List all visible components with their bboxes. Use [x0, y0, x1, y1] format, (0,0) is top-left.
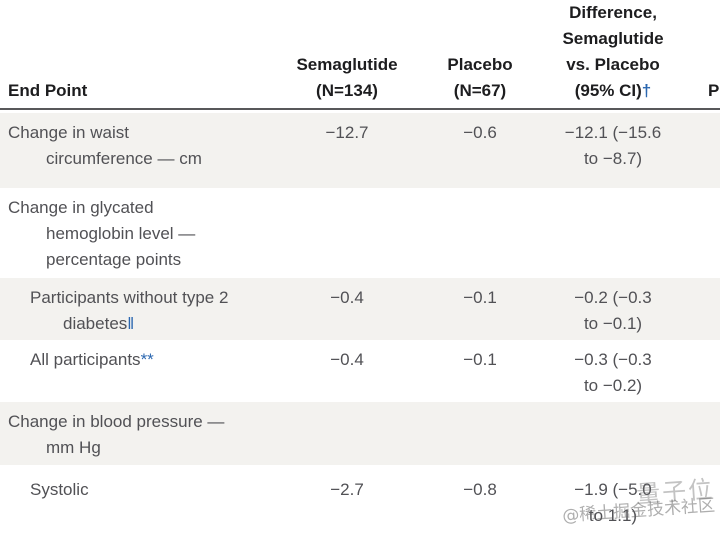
table-row: Systolic −2.7 −0.8 −1.9 (−5.0 to 1.1): [0, 465, 720, 531]
semaglutide-value: −2.7: [330, 480, 364, 499]
difference-value: −12.1 (−15.6 to −8.7): [564, 123, 662, 168]
pvalue-cell: [680, 340, 720, 402]
header-pvalue: P: [708, 81, 720, 100]
difference-value: [546, 402, 680, 465]
table-row: Participants without type 2 diabetes‖ −0…: [0, 278, 720, 340]
pvalue-cell: [680, 465, 720, 531]
difference-value: −1.9 (−5.0 to 1.1): [574, 480, 652, 525]
difference-value: −0.2 (−0.3 to −0.1): [574, 288, 652, 333]
semaglutide-value: [280, 188, 414, 278]
difference-value: −0.3 (−0.3 to −0.2): [574, 350, 652, 395]
table-row: Change in waist circumference — cm −12.7…: [0, 113, 720, 188]
table-row: Change in glycated hemoglobin level — pe…: [0, 188, 720, 278]
endpoint-cell: All participants**: [30, 350, 154, 369]
endpoint-cell: Systolic: [30, 480, 89, 499]
table-header: End Point Semaglutide (N=134) Placebo (N…: [0, 0, 720, 110]
header-endpoint-label: End Point: [8, 81, 88, 100]
pvalue-cell: [680, 402, 720, 465]
pvalue-cell: [680, 278, 720, 340]
header-semaglutide: Semaglutide (N=134): [296, 55, 398, 100]
semaglutide-value: [280, 402, 414, 465]
table-row: Change in blood pressure — mm Hg: [0, 402, 720, 465]
header-endpoint: End Point: [0, 78, 280, 110]
footnote-mark-double-bar: ‖: [127, 314, 135, 333]
dagger-footnote-mark: †: [641, 81, 652, 100]
placebo-value: [414, 188, 546, 278]
placebo-value: −0.8: [463, 480, 497, 499]
placebo-value: −0.6: [463, 123, 497, 142]
difference-value: [546, 188, 680, 278]
placebo-value: −0.1: [463, 288, 497, 307]
semaglutide-value: −12.7: [325, 123, 369, 142]
header-placebo: Placebo (N=67): [447, 55, 513, 100]
endpoint-cell: Participants without type 2 diabetes‖: [30, 288, 229, 333]
semaglutide-value: −0.4: [330, 288, 364, 307]
pvalue-cell: [680, 188, 720, 278]
pvalue-cell: [680, 113, 720, 188]
endpoint-cell: Change in waist circumference — cm: [8, 123, 202, 168]
endpoint-cell: Change in glycated hemoglobin level — pe…: [8, 198, 196, 269]
placebo-value: [414, 402, 546, 465]
placebo-value: −0.1: [463, 350, 497, 369]
header-difference: Difference, Semaglutide vs. Placebo (95%…: [562, 3, 664, 100]
endpoint-cell: Change in blood pressure — mm Hg: [8, 412, 225, 457]
footnote-mark-asterisks: **: [140, 350, 154, 369]
semaglutide-value: −0.4: [330, 350, 364, 369]
table-row: All participants** −0.4 −0.1 −0.3 (−0.3 …: [0, 340, 720, 402]
